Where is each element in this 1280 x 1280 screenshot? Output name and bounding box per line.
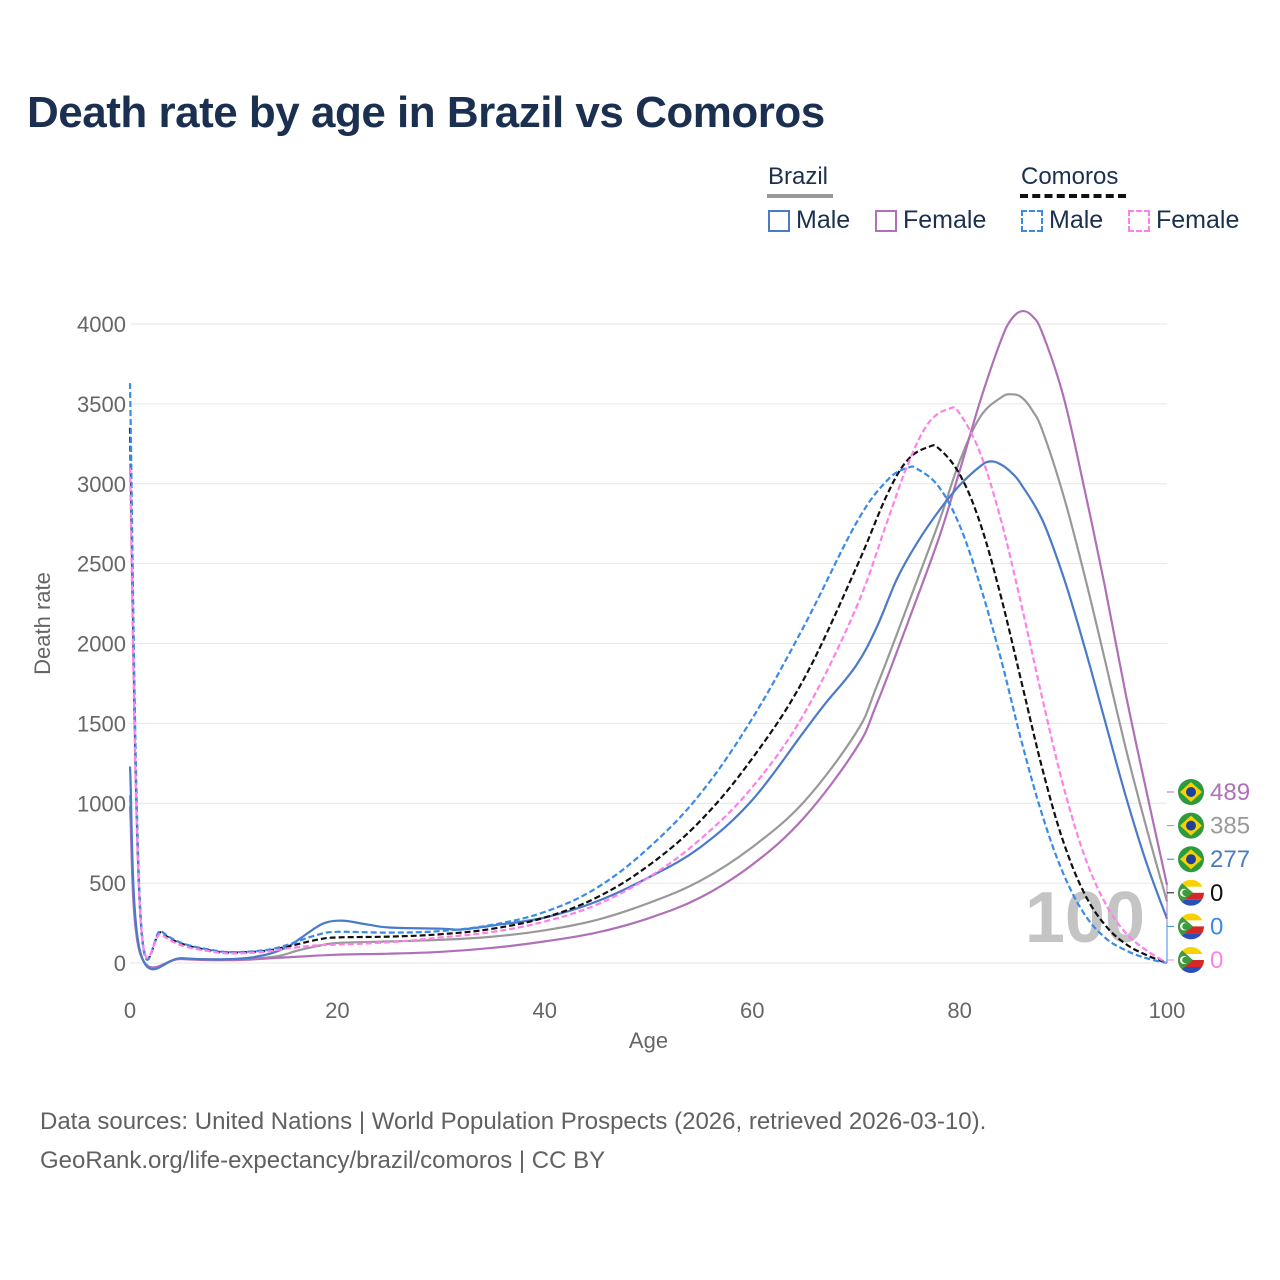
end-label-value: 0 <box>1210 913 1223 940</box>
stripe-yellow <box>1178 913 1204 921</box>
stripe-red <box>1178 892 1204 900</box>
stripe-yellow <box>1178 879 1204 887</box>
stripe-blue <box>1178 899 1204 906</box>
end-label-value: 277 <box>1210 846 1250 873</box>
end-label-value: 0 <box>1210 947 1223 974</box>
legend-item-brazil-female[interactable]: Female <box>875 206 986 235</box>
y-tick-label: 3500 <box>77 392 126 417</box>
page-title: Death rate by age in Brazil vs Comoros <box>27 88 825 137</box>
flag-crescent-cut <box>1182 956 1189 964</box>
comoros-flag-icon <box>1178 879 1204 906</box>
legend-comoros-underline <box>1020 194 1126 198</box>
series-line-brazil-male <box>128 460 1169 971</box>
x-tick-label: 100 <box>1149 998 1186 1023</box>
y-tick-label: 3000 <box>77 472 126 497</box>
x-tick-label: 20 <box>325 998 349 1023</box>
legend-label: Male <box>1049 206 1104 234</box>
y-tick-label: 2500 <box>77 552 126 577</box>
footer-sources: Data sources: United Nations | World Pop… <box>40 1108 987 1135</box>
y-axis-label: Death rate <box>30 572 55 675</box>
legend-item-comoros-female[interactable]: Female <box>1128 206 1239 235</box>
comoros-flag-icon <box>1178 947 1204 973</box>
legend-item-comoros-male[interactable]: Male <box>1021 206 1103 235</box>
series-lines <box>128 309 1169 971</box>
series-line-brazil-total <box>128 393 1169 969</box>
stripe-blue <box>1178 967 1204 973</box>
stripe-yellow <box>1178 947 1204 954</box>
y-tick-label: 1500 <box>77 711 126 736</box>
series-line-brazil-female <box>128 309 1169 969</box>
x-tick-label: 60 <box>740 998 764 1023</box>
stripe-red <box>1178 960 1204 967</box>
stripe-white <box>1178 886 1204 893</box>
flag-globe <box>1186 854 1196 865</box>
legend-swatch-brazil-male <box>768 209 790 232</box>
y-tick-label: 2000 <box>77 632 126 657</box>
x-axis-label: Age <box>629 1028 668 1053</box>
comoros-flag-icon <box>1178 913 1204 940</box>
brazil-flag-icon <box>1178 779 1204 805</box>
stripe-white <box>1178 920 1204 927</box>
end-labels: 489 385 277 0 0 0 <box>1166 779 1250 974</box>
end-label-value: 0 <box>1210 880 1223 907</box>
y-tick-label: 4000 <box>77 312 126 337</box>
stripe-blue <box>1178 933 1204 940</box>
x-tick-label: 0 <box>124 998 136 1023</box>
flag-crescent-cut <box>1182 889 1189 897</box>
series-line-comoros-male <box>128 383 1168 965</box>
flag-stripes <box>1178 913 1204 940</box>
x-tick-label: 40 <box>533 998 557 1023</box>
end-label-value: 385 <box>1210 813 1250 840</box>
y-tick-label: 0 <box>114 951 126 976</box>
end-label-value: 489 <box>1210 779 1250 806</box>
legend-brazil-underline <box>767 194 833 198</box>
stripe-white <box>1178 954 1204 960</box>
axes: 0 500 1000 1500 2000 2500 3000 3500 4000 0 20 40 60 8… <box>30 312 1185 1053</box>
flag-globe <box>1186 820 1196 831</box>
brazil-flag-icon <box>1178 812 1204 839</box>
series-line-comoros-female <box>128 406 1168 964</box>
flag-stripes <box>1178 947 1204 973</box>
year-watermark: 100 <box>1025 878 1145 958</box>
flag-stripes <box>1178 879 1204 906</box>
legend-item-brazil-male[interactable]: Male <box>768 206 850 235</box>
legend-swatch-comoros-male <box>1021 209 1043 232</box>
legend-label: Female <box>903 206 987 234</box>
flag-crescent-cut <box>1182 923 1189 930</box>
legend-swatch-comoros-female <box>1128 209 1150 232</box>
brazil-flag-icon <box>1178 846 1204 873</box>
grid-lines <box>130 323 1167 964</box>
stripe-red <box>1178 926 1204 934</box>
legend-label: Male <box>796 206 851 234</box>
flag-globe <box>1186 787 1196 797</box>
x-tick-label: 80 <box>947 998 971 1023</box>
legend-group-comoros: Comoros <box>1021 163 1119 190</box>
legend-group-brazil: Brazil <box>768 163 829 190</box>
legend-swatch-brazil-female <box>875 209 897 232</box>
y-tick-label: 1000 <box>77 791 126 816</box>
legend-label: Female <box>1156 206 1240 234</box>
y-tick-label: 500 <box>89 871 126 896</box>
footer-url[interactable]: GeoRank.org/life-expectancy/brazil/comor… <box>40 1147 606 1174</box>
